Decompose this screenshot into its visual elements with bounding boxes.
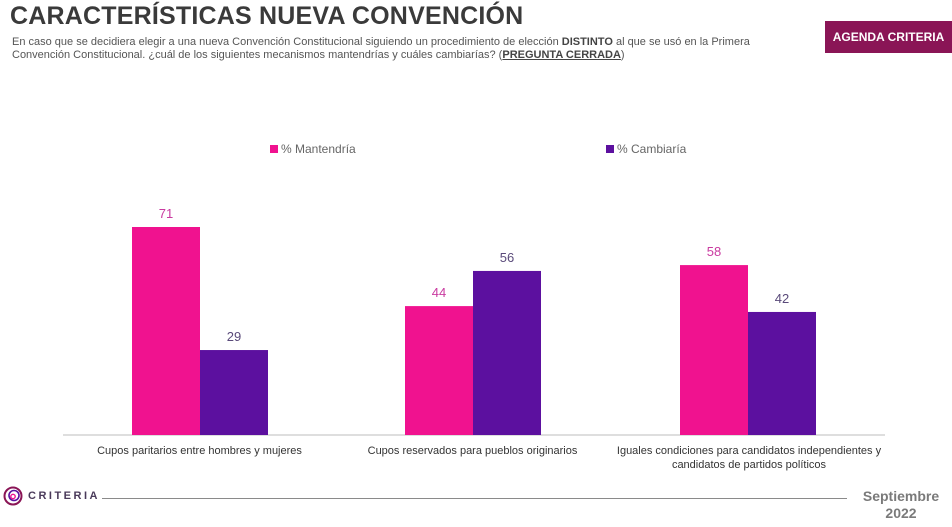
page-title: CARACTERÍSTICAS NUEVA CONVENCIÓN — [10, 2, 524, 30]
category-label-3: Iguales condiciones para candidatos inde… — [616, 445, 882, 471]
bar-cambiaria-3 — [748, 311, 816, 435]
data-label-cambiaria-2: 56 — [500, 250, 514, 265]
legend-swatch-cambiaria — [606, 145, 614, 153]
bar-cambiaria-2 — [473, 270, 541, 435]
question-text-part2: al que se usó en la Primera Convención C… — [12, 36, 750, 61]
bar-mantendria-3 — [680, 265, 748, 435]
legend-item-mantendria: % Mantendría — [270, 142, 356, 156]
agenda-badge: AGENDA CRITERIA — [825, 21, 952, 53]
bar-mantendria-1 — [132, 227, 200, 435]
data-label-cambiaria-3: 42 — [775, 291, 789, 306]
question-text-part3: ) — [620, 49, 625, 61]
report-date: Septiembre 2022 — [852, 488, 950, 522]
criteria-logo-icon — [3, 486, 23, 506]
report-month: Septiembre — [862, 488, 940, 504]
question-type: PREGUNTA CERRADA — [502, 49, 621, 61]
footer-divider — [102, 498, 847, 499]
category-label-2: Cupos reservados para pueblos originario… — [367, 445, 578, 457]
criteria-logo: CRITERIA — [2, 485, 100, 507]
legend-label-cambiaria: % Cambiaría — [617, 142, 687, 156]
legend-swatch-mantendria — [270, 145, 278, 153]
question-text-emphasis: DISTINTO — [561, 36, 613, 48]
data-label-mantendria-1: 71 — [159, 206, 173, 221]
data-label-mantendria-3: 58 — [707, 244, 721, 259]
legend-label-mantendria: % Mantendría — [281, 142, 356, 156]
question-text-part1: En caso que se decidiera elegir a una nu… — [12, 36, 562, 48]
report-year: 2022 — [885, 505, 917, 521]
data-label-mantendria-2: 44 — [432, 285, 446, 300]
legend-item-cambiaria: % Cambiaría — [606, 142, 686, 156]
logo-text: CRITERIA — [28, 490, 100, 502]
category-label-1: Cupos paritarios entre hombres y mujeres — [97, 445, 302, 457]
bar-chart: 71 29 44 56 58 42 — [63, 206, 885, 436]
data-label-cambiaria-1: 29 — [227, 329, 241, 344]
bar-cambiaria-1 — [200, 350, 268, 435]
bar-mantendria-2 — [405, 306, 473, 435]
question-text: En caso que se decidiera elegir a una nu… — [12, 36, 802, 62]
